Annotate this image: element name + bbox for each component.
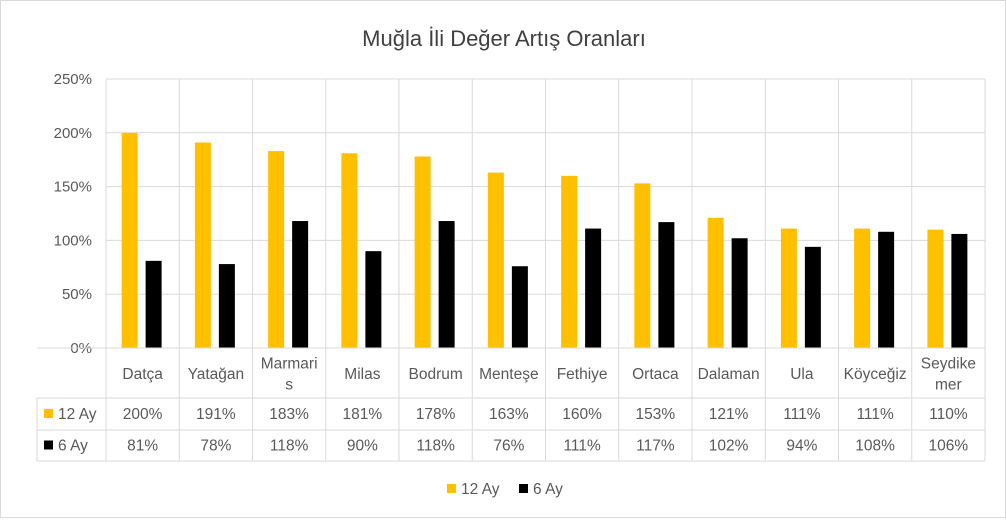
y-axis: 0%50%100%150%200%250% [54,71,92,357]
table-cell: 117% [636,438,675,455]
table-series-name: 6 Ay [58,438,88,455]
bar-series2-11 [951,233,968,348]
bar-series2-3 [365,251,382,348]
table-legend-key-2 [44,440,53,450]
table-cell: 76% [493,438,524,455]
y-tick-label: 250% [54,71,92,88]
bar-series2-1 [218,264,235,348]
grid [105,78,986,461]
bar-series2-10 [878,231,895,348]
category-label: Ula [790,366,814,383]
legend: 12 Ay 6 Ay [447,481,563,498]
table-cell: 121% [709,406,749,423]
bar-series1-7 [634,183,651,348]
bar-series2-7 [658,222,675,348]
bar-series1-6 [561,175,578,348]
table-cell: 153% [636,406,676,423]
data-table: Datça Yatağan Marmari s Milas Bodrum Menteşe Fe… [36,347,985,462]
category-label: Menteşe [479,366,538,383]
bar-series1-4 [414,156,431,348]
bar-series2-9 [804,246,821,348]
y-tick-label: 100% [54,232,92,249]
table-cell: 181% [343,406,383,423]
bar-series2-6 [585,228,602,348]
table-cell: 118% [416,438,455,455]
table-cell: 183% [269,406,309,423]
bar-series1-5 [487,172,504,348]
bars [121,132,968,348]
category-label: s [285,377,293,394]
table-cell: 111% [563,438,601,455]
table-cell: 163% [489,406,529,423]
bar-series1-2 [268,151,285,348]
category-label: Yatağan [188,366,245,383]
bar-series1-10 [854,228,871,348]
table-cell: 178% [416,406,456,423]
table-cell: 111% [783,406,821,423]
legend-label: 12 Ay [461,481,500,498]
bar-series1-3 [341,153,358,348]
category-label: Seydike [921,356,976,373]
bar-series1-11 [927,229,944,348]
bar-series1-0 [121,132,138,348]
category-label: Bodrum [408,366,462,383]
category-label: Köyceğiz [844,366,907,383]
bar-series2-8 [731,238,748,348]
bar-series2-5 [511,266,528,348]
y-tick-label: 50% [62,286,92,303]
table-cell: 200% [123,406,163,423]
table-cell: 108% [855,438,895,455]
category-label: Dalaman [698,366,760,383]
table-cell: 102% [709,438,749,455]
category-label: Marmari [261,356,318,373]
bar-series2-0 [145,260,162,348]
table-cell: 110% [929,406,968,423]
legend-label: 6 Ay [533,481,563,498]
table-cell: 111% [856,406,894,423]
legend-key-2 [519,484,528,493]
bar-series2-2 [292,221,309,348]
legend-key-1 [447,484,456,493]
category-label: mer [935,377,962,394]
table-cell: 81% [127,438,158,455]
bar-series2-4 [438,221,455,348]
table-cell: 191% [196,406,236,423]
y-tick-label: 150% [54,179,92,196]
category-label: Datça [122,366,163,383]
table-series-name: 12 Ay [58,406,97,423]
table-cell: 160% [562,406,602,423]
category-label: Ortaca [632,366,679,383]
table-cell: 118% [270,438,309,455]
chart-title: Muğla İli Değer Artış Oranları [362,26,646,51]
category-label: Fethiye [557,366,608,383]
table-cell: 106% [929,438,969,455]
category-label: Milas [344,366,380,383]
table-legend-key-1 [44,409,53,418]
bar-series1-1 [194,142,211,348]
bar-series1-9 [780,228,797,348]
y-tick-label: 200% [54,125,92,142]
table-cell: 78% [200,438,231,455]
table-cell: 94% [786,438,817,455]
table-cell: 90% [347,438,378,455]
bar-series1-8 [707,217,724,348]
